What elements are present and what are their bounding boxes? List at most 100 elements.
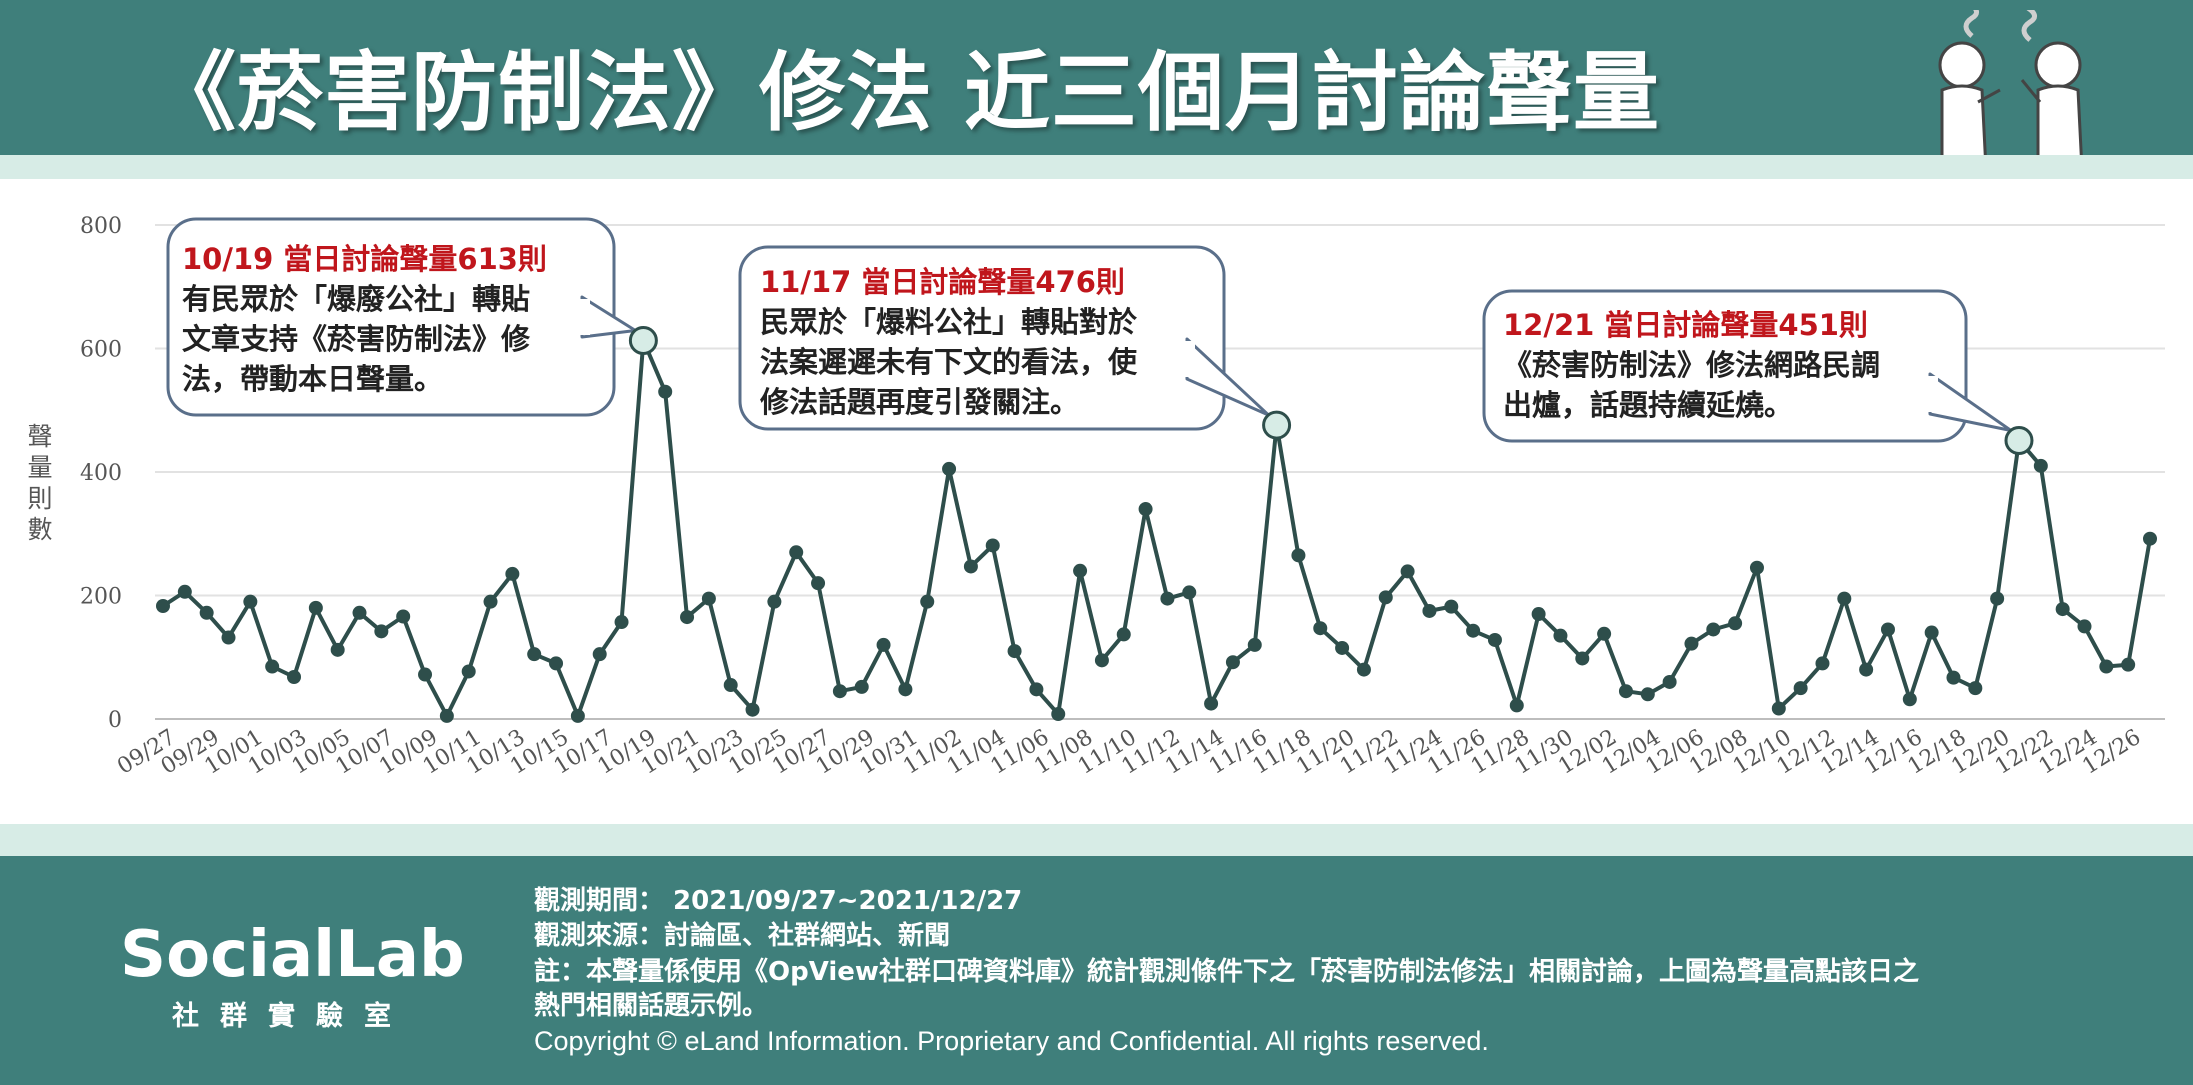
footnote-line1: 註：本聲量係使用《OpView社群口碑資料庫》統計觀測條件下之「菸害防制法修法」… [534,957,1919,987]
data-point [1968,681,1983,696]
data-point [1640,687,1655,702]
data-point [942,461,957,476]
data-point [461,664,476,679]
data-point [2077,619,2092,634]
data-point [156,598,170,613]
data-point [265,659,280,674]
data-point [1007,644,1022,659]
callout-tail-mask [576,299,590,335]
x-tick-labels: 09/2709/2910/0110/0310/0510/0710/0910/11… [113,725,2145,780]
data-point [1924,625,1939,640]
data-point [1771,701,1786,716]
callout-headline: 11/17 當日討論聲量476則 [760,265,1125,299]
y-tick-label: 200 [80,585,122,610]
logo-wordmark: SocialLab [120,918,465,992]
data-point [767,594,782,609]
data-point [1618,684,1633,699]
callout-line: 文章支持《菸害防制法》修 [182,322,531,356]
callout-box [738,245,1226,431]
callout-line: 《菸害防制法》修法網路民調 [1503,348,1881,382]
data-point [592,647,607,662]
observation-source: 觀測來源：討論區、社群網站、新聞 [534,921,951,951]
data-point [1509,698,1524,713]
callout-headline: 12/21 當日討論聲量451則 [1503,308,1868,342]
data-point [1553,628,1568,643]
data-point [549,656,564,671]
callout-line: 出爐，話題持續延燒。 [1503,388,1794,422]
data-point [1422,603,1437,618]
data-point [1400,564,1415,579]
volume-line-chart: 0 200 400 600 800 09/2709/2910/0110/0310/051… [80,214,2165,780]
footer [0,856,2193,1085]
data-point [1684,636,1699,651]
data-point [1946,670,1961,685]
data-point [287,670,302,685]
data-point [1116,627,1131,642]
data-point [985,538,1000,553]
data-point [723,678,738,693]
data-point [243,594,258,609]
data-point [745,702,760,717]
data-point [1880,622,1895,637]
data-point [1597,626,1612,641]
data-point [221,630,236,645]
data-point [963,559,978,574]
data-point [920,594,935,609]
data-point [1793,681,1808,696]
data-point [1902,692,1917,707]
data-point [658,384,673,399]
callout-headline: 10/19 當日討論聲量613則 [182,242,547,276]
data-point [1728,616,1743,631]
logo-subtitle: 社群實驗室 [172,1001,412,1032]
data-point [352,605,367,620]
y-tick-label: 600 [80,338,122,363]
data-point [2099,659,2114,674]
data-point [374,624,389,639]
data-point [811,576,826,591]
data-point [789,545,804,560]
data-point [1444,599,1459,614]
y-tick-label: 800 [80,214,122,239]
data-point [2121,657,2136,672]
callout-1221: 12/21 當日討論聲量451則 《菸害防制法》修法網路民調 出爐，話題持續延燒… [1503,305,1880,425]
data-point [1531,607,1546,622]
data-point [1749,560,1764,575]
callout-tail-mask [1924,376,1938,412]
data-point [1160,591,1175,606]
data-point [1662,674,1677,689]
data-point [1291,548,1306,563]
callout-line: 有民眾於「爆廢公社」轉貼 [182,282,531,316]
data-point [1815,656,1830,671]
data-point [1313,621,1328,636]
footnote-line2: 熱門相關話題示例。 [534,991,769,1021]
data-point [1706,622,1721,637]
data-point [1575,651,1590,666]
data-point [1225,655,1240,670]
highlight-point [1262,410,1292,440]
data-point [1029,682,1044,697]
callout-box [1482,289,1968,443]
data-point [1356,662,1371,677]
highlight-point [2004,426,2034,456]
callout-line: 民眾於「爆料公社」轉貼對於 [760,305,1138,339]
data-point [527,647,542,662]
data-point [199,605,214,620]
observation-period: 觀測期間： 2021/09/27~2021/12/27 [534,886,1023,916]
data-point [1466,623,1481,638]
data-point [1859,662,1874,677]
data-point [177,584,192,599]
y-tick-labels: 0 200 400 600 800 [80,214,122,733]
data-point [1335,640,1350,655]
page-title: 《菸害防制法》修法 近三個月討論聲量 [150,43,1660,143]
header-divider [0,155,2193,179]
y-axis-label: 聲量則數 [27,422,53,544]
callout-1019: 10/19 當日討論聲量613則 有民眾於「爆廢公社」轉貼 文章支持《菸害防制法… [182,239,547,399]
data-point [418,667,433,682]
callout-shapes [166,217,2013,443]
data-point [1073,563,1088,578]
data-point [614,615,629,630]
callout-tail-mask [1181,341,1195,377]
data-point [854,679,869,694]
data-point [1247,637,1262,652]
sociallab-logo: SocialLab 社群實驗室 [120,918,490,1032]
